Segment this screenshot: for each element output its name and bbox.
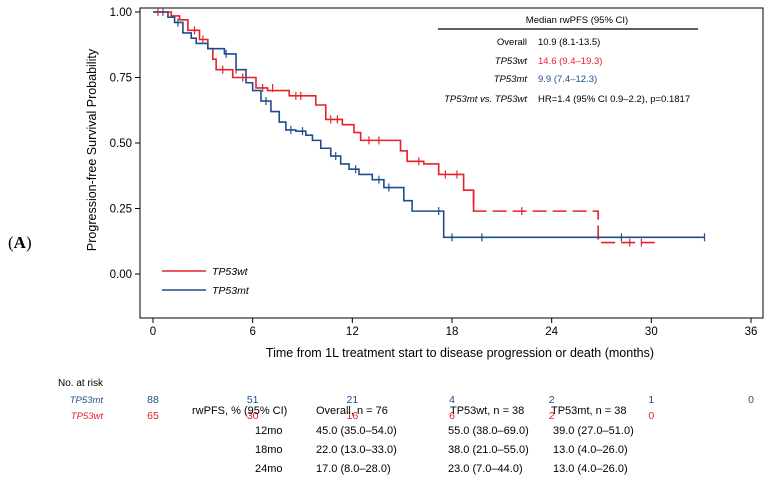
- summary-cell: 45.0 (35.0–54.0): [316, 425, 397, 437]
- summary-header-label: rwPFS, % (95% CI): [192, 405, 288, 417]
- risk-value: 2: [549, 410, 555, 422]
- x-tick-label: 18: [446, 326, 459, 338]
- summary-row-label: 24mo: [255, 463, 283, 475]
- legend-label: TP53mt: [212, 285, 250, 297]
- km-curve-TP53wt-tail: [472, 190, 655, 244]
- y-tick-label: 0.75: [110, 73, 132, 85]
- risk-row-label: TP53wt: [71, 411, 104, 422]
- risk-value: 2: [549, 394, 555, 406]
- risk-value: 4: [449, 394, 455, 406]
- median-annotation: Median rwPFS (95% CI) Overall 10.9 (8.1-13…: [438, 15, 698, 105]
- summary-row-label: 12mo: [255, 425, 283, 437]
- annotation-header: Median rwPFS (95% CI): [526, 15, 628, 26]
- legend: TP53wt TP53mt: [162, 266, 250, 297]
- risk-value: 51: [247, 394, 259, 406]
- summary-cell: 13.0 (4.0–26.0): [553, 444, 628, 456]
- survival-curves: [153, 8, 706, 247]
- y-axis-label: Progression-free Survival Probability: [85, 48, 99, 251]
- summary-cell: 13.0 (4.0–26.0): [553, 463, 628, 475]
- annotation-row-value: 14.6 (9.4–19.3): [538, 56, 602, 67]
- risk-value: 88: [147, 394, 159, 406]
- annotation-row-label: Overall: [497, 37, 527, 48]
- summary-header-tp53mt: TP53mt, n = 38: [551, 405, 627, 417]
- annotation-row-value: 10.9 (8.1-13.5): [538, 37, 600, 48]
- x-tick-label: 6: [249, 326, 255, 338]
- annotation-row-label: TP53mt: [494, 74, 528, 85]
- x-tick-label: 36: [745, 326, 758, 338]
- y-tick-label: 0.50: [110, 138, 132, 150]
- summary-cell: 55.0 (38.0–69.0): [448, 425, 529, 437]
- risk-value: 21: [346, 394, 358, 406]
- x-tick-label: 12: [346, 326, 359, 338]
- summary-cell: 22.0 (13.0–33.0): [316, 444, 397, 456]
- y-tick-label: 0.25: [110, 204, 132, 216]
- risk-row-label: TP53mt: [70, 395, 104, 406]
- panel-label: (A): [8, 233, 32, 252]
- risk-value: 0: [648, 410, 654, 422]
- x-axis-label: Time from 1L treatment start to disease …: [266, 346, 654, 360]
- risk-value: 65: [147, 410, 159, 422]
- km-curve-TP53wt: [153, 11, 475, 212]
- risk-value: 6: [449, 410, 455, 422]
- annotation-row-label: TP53mt vs. TP53wt: [444, 94, 527, 105]
- axes: 0.00 0.25 0.50 0.75 1.00 0 6 12 18 24 30 36 Time fro…: [85, 7, 764, 360]
- annotation-row-value: 9.9 (7.4–12.3): [538, 74, 597, 85]
- annotation-row-value: HR=1.4 (95% CI 0.9–2.2), p=0.1817: [538, 94, 690, 105]
- x-tick-label: 30: [645, 326, 658, 338]
- summary-cell: 39.0 (27.0–51.0): [553, 425, 634, 437]
- risk-table-title: No. at risk: [58, 378, 104, 389]
- summary-cell: 17.0 (8.0–28.0): [316, 463, 391, 475]
- risk-value: 30: [247, 410, 259, 422]
- summary-header-tp53wt: TP53wt, n = 38: [450, 405, 525, 417]
- legend-label: TP53wt: [212, 266, 249, 278]
- risk-value: 16: [346, 410, 358, 422]
- summary-header-overall: Overall, n = 76: [316, 405, 388, 417]
- summary-cell: 38.0 (21.0–55.0): [448, 444, 529, 456]
- summary-cell: 23.0 (7.0–44.0): [448, 463, 523, 475]
- y-tick-label: 1.00: [110, 7, 132, 19]
- summary-row-label: 18mo: [255, 444, 283, 456]
- x-tick-label: 24: [545, 326, 558, 338]
- risk-value: 0: [748, 394, 754, 406]
- x-tick-label: 0: [150, 326, 156, 338]
- annotation-row-label: TP53wt: [495, 56, 528, 67]
- y-tick-label: 0.00: [110, 269, 132, 281]
- km-curve-TP53mt: [153, 11, 705, 239]
- risk-value: 1: [648, 394, 654, 406]
